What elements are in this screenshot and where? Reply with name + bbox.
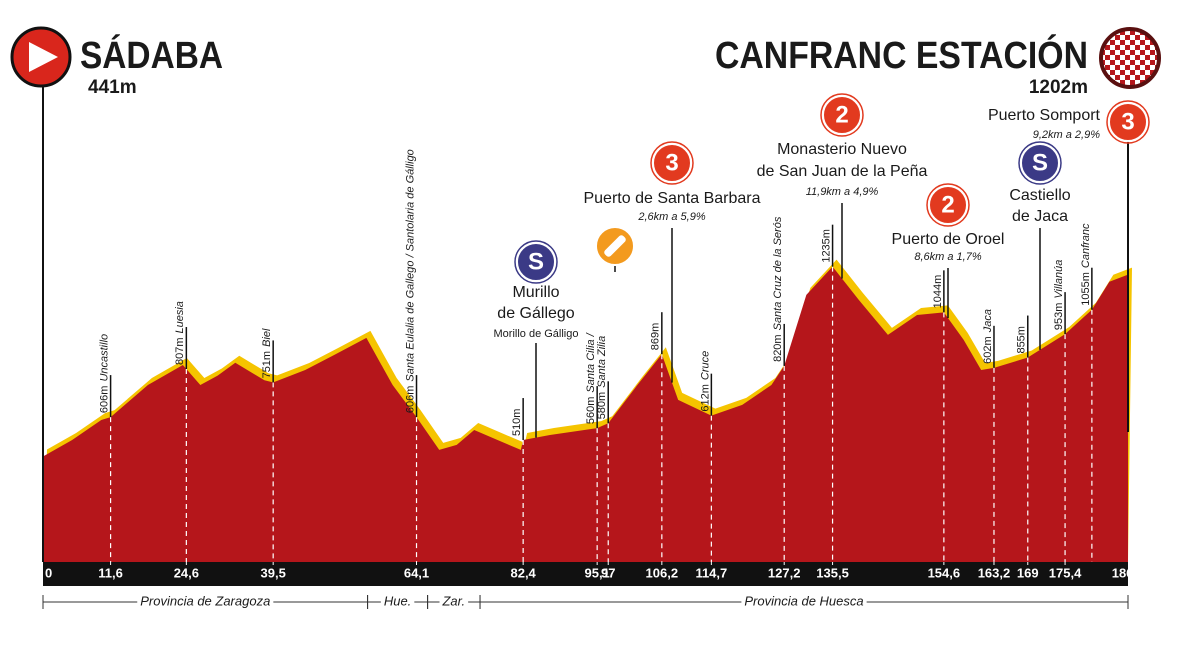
waypoint-altitude: 606m: [99, 386, 111, 414]
km-label: 169: [1017, 565, 1039, 580]
climb-badge: [1020, 143, 1060, 183]
climb-note: Morillo de Gálligo: [494, 328, 579, 340]
start-name: SÁDABA: [80, 33, 223, 77]
waypoint-name: Santa Cilia /: [585, 332, 597, 392]
km-label: 175,4: [1049, 565, 1082, 580]
waypoint-altitude: 855m: [1016, 326, 1028, 354]
climb-name: de Jaca: [1012, 208, 1068, 225]
km-label: 24,6: [174, 565, 199, 580]
climb-badge: [928, 185, 968, 225]
climb-name: Murillo: [512, 284, 559, 301]
km-label: 186,2: [1112, 565, 1145, 580]
province-name: Provincia de Zaragoza: [140, 593, 270, 608]
waypoint-name: Canfranc: [1080, 223, 1092, 268]
waypoint-altitude: 869m: [650, 323, 662, 351]
climb-badge-ring: [820, 93, 864, 137]
climb-badge-label: 3: [1121, 108, 1134, 135]
waypoint-altitude: 560m: [585, 397, 597, 425]
km-label: 106,2: [646, 565, 679, 580]
waypoint-name: Biel: [261, 328, 273, 347]
waypoint-name: Uncastillo: [99, 334, 111, 382]
climb-name: Puerto Somport: [988, 107, 1101, 124]
climb-detail: 2,6km a 5,9%: [637, 211, 705, 223]
waypoint-altitude: 807m: [174, 337, 186, 365]
province-name: Hue.: [384, 593, 411, 608]
climb-detail: 9,2km a 2,9%: [1033, 129, 1100, 141]
waypoint-altitude: 580m: [596, 392, 608, 420]
km-label: 95,1: [584, 565, 609, 580]
start-arrow: [29, 42, 58, 72]
climb-badge-label: S: [1032, 149, 1048, 176]
waypoint-altitude: 606m: [404, 386, 416, 414]
waypoint-name: Santa Cruz de la Serós: [772, 216, 784, 330]
climb-detail: 11,9km a 4,9%: [806, 186, 879, 198]
km-label: 154,6: [928, 565, 961, 580]
climb-name: de San Juan de la Peña: [757, 163, 928, 180]
climb-badge-label: S: [528, 248, 544, 275]
waypoint-altitude: 953m: [1053, 303, 1065, 331]
climb-badge-ring: [514, 240, 558, 284]
waypoint-name: Santa Eulalia de Gallego / Santolaria de…: [404, 149, 416, 381]
km-label: 163,2: [978, 565, 1011, 580]
province-name: Zar.: [441, 593, 465, 608]
waypoint-altitude: 1044m: [932, 275, 944, 309]
climb-badge: [822, 95, 862, 135]
km-label: 135,5: [816, 565, 849, 580]
climb-badge: [652, 143, 692, 183]
climb-badge: [1108, 102, 1148, 142]
climb-badge-ring: [1106, 100, 1150, 144]
waypoint-altitude: 1235m: [820, 229, 832, 263]
climb-name: Puerto de Santa Barbara: [583, 190, 760, 207]
climb-name: Monasterio Nuevo: [777, 141, 907, 158]
km-label: 0: [45, 565, 52, 580]
climb-name: de Gállego: [497, 305, 574, 322]
waypoint-name: Villanúa: [1053, 260, 1065, 299]
climb-badge-ring: [926, 183, 970, 227]
waypoint-name: Cruce: [699, 351, 711, 380]
km-label: 127,2: [768, 565, 801, 580]
km-bar: [43, 562, 1128, 586]
finish-name: CANFRANC ESTACIÓN: [715, 33, 1088, 77]
waypoint-altitude: 751m: [261, 351, 273, 379]
waypoint-name: Jaca: [982, 309, 994, 333]
profile-area: [43, 266, 1128, 562]
top-layer: 0 11,6 606m Uncastillo 24,6 807m Luesia 39,5 751…: [42, 93, 1150, 609]
km-label: 11,6: [98, 565, 123, 580]
base-layer: [43, 259, 1132, 562]
climb-badge-label: 2: [835, 101, 848, 128]
km-label: 82,4: [510, 565, 536, 580]
climb-badge-ring: [1018, 141, 1062, 185]
finish-icon: [1099, 27, 1161, 89]
km-label: 39,5: [261, 565, 286, 580]
waypoint-name: Luesia: [174, 301, 186, 333]
climb-badge-label: 3: [665, 149, 678, 176]
km-label: 114,7: [695, 565, 727, 580]
waypoint-altitude: 612m: [699, 384, 711, 412]
waypoint-altitude: 602m: [982, 336, 994, 364]
climb-badge: [516, 242, 556, 282]
km-label: 64,1: [404, 565, 429, 580]
climb-name: Puerto de Oroel: [892, 231, 1005, 248]
climb-badge-ring: [650, 141, 694, 185]
waypoint-altitude: 510m: [511, 409, 523, 437]
waypoint-altitude: 1055m: [1080, 272, 1092, 306]
finish-altitude: 1202m: [1029, 77, 1088, 98]
province-name: Provincia de Huesca: [744, 593, 863, 608]
climb-badge-label: 2: [941, 191, 954, 218]
km-label: 97: [601, 565, 615, 580]
climb-detail: 8,6km a 1,7%: [914, 251, 981, 263]
waypoint-name: Santa Zilia: [596, 336, 608, 388]
start-altitude: 441m: [88, 77, 137, 98]
feed-zone-icon: [595, 226, 635, 272]
waypoint-altitude: 820m: [772, 334, 784, 362]
climb-name: Castiello: [1009, 187, 1070, 204]
